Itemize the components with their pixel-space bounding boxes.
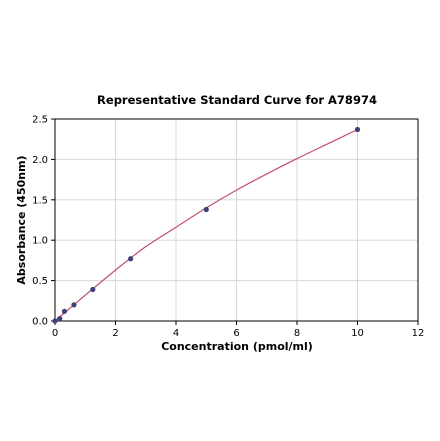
data-point — [128, 256, 134, 262]
data-points — [52, 126, 361, 324]
y-tick-label: 0.5 — [32, 276, 48, 287]
x-tick-label: 2 — [112, 328, 118, 339]
x-tick-label: 0 — [52, 328, 58, 339]
data-point — [52, 318, 58, 324]
fit-curve-line — [54, 128, 358, 322]
grid — [54, 118, 419, 322]
y-axis-label: Absorbance (450nm) — [15, 155, 28, 284]
data-point — [71, 302, 77, 308]
data-point — [57, 315, 63, 322]
y-tick-label: 1.5 — [32, 195, 48, 206]
y-tick-label: 1.0 — [32, 236, 48, 247]
y-tick-label: 2.0 — [32, 155, 48, 166]
data-point — [90, 286, 96, 293]
x-tick-label: 4 — [173, 328, 179, 339]
data-point — [203, 206, 209, 213]
chart-title: Representative Standard Curve for A78974 — [97, 93, 377, 107]
x-tick-label: 8 — [294, 328, 300, 339]
data-point — [354, 126, 361, 133]
ticks: 0 2 4 6 8 10 12 0.0 0.5 1.0 1.5 2.0 2.5 — [32, 115, 424, 340]
y-tick-label: 0.0 — [32, 317, 48, 328]
x-axis-label: Concentration (pmol/ml) — [161, 340, 313, 353]
x-tick-label: 6 — [233, 328, 239, 339]
data-point — [61, 308, 68, 314]
x-tick-label: 12 — [412, 328, 425, 339]
x-tick-label: 10 — [351, 328, 364, 339]
y-tick-label: 2.5 — [32, 115, 48, 126]
